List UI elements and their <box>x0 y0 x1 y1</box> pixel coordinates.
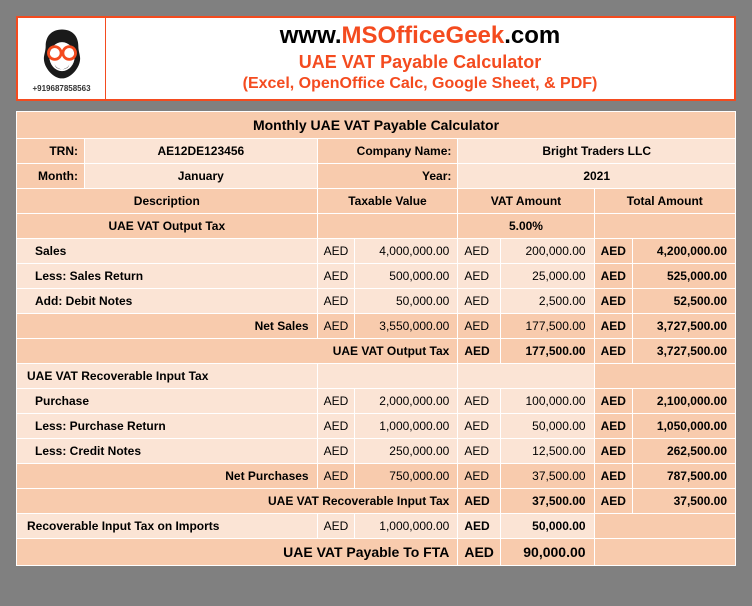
row-imports: Recoverable Input Tax on Imports AED1,00… <box>17 514 736 539</box>
row-output-tax-total: UAE VAT Output Tax AED177,500.00 AED3,72… <box>17 339 736 364</box>
header-text: www.MSOfficeGeek.com UAE VAT Payable Cal… <box>106 18 734 99</box>
table-title: Monthly UAE VAT Payable Calculator <box>17 112 736 139</box>
col-total: Total Amount <box>594 189 735 214</box>
month-label: Month: <box>17 164 85 189</box>
row-purchase: Purchase AED2,000,000.00 AED100,000.00 A… <box>17 389 736 414</box>
row-sales: Sales AED4,000,000.00 AED200,000.00 AED4… <box>17 239 736 264</box>
col-taxable: Taxable Value <box>317 189 458 214</box>
url-suffix: .com <box>504 22 560 49</box>
document-frame: +919687858563 www.MSOfficeGeek.com UAE V… <box>10 10 742 572</box>
col-vat: VAT Amount <box>458 189 594 214</box>
trn-value: AE12DE123456 <box>85 139 318 164</box>
year-label: Year: <box>317 164 458 189</box>
row-input-tax-total: UAE VAT Recoverable Input Tax AED37,500.… <box>17 489 736 514</box>
row-sales-return: Less: Sales Return AED500,000.00 AED25,0… <box>17 264 736 289</box>
url-prefix: www. <box>280 22 342 49</box>
vat-rate: 5.00% <box>458 214 594 239</box>
row-net-purchases: Net Purchases AED750,000.00 AED37,500.00… <box>17 464 736 489</box>
calculator-table: Monthly UAE VAT Payable Calculator TRN: … <box>16 111 736 566</box>
site-url: www.MSOfficeGeek.com <box>106 22 734 50</box>
month-value: January <box>85 164 318 189</box>
row-debit-notes: Add: Debit Notes AED50,000.00 AED2,500.0… <box>17 289 736 314</box>
url-main: MSOfficeGeek <box>342 22 505 49</box>
row-net-sales: Net Sales AED3,550,000.00 AED177,500.00 … <box>17 314 736 339</box>
col-description: Description <box>17 189 318 214</box>
year-value: 2021 <box>458 164 736 189</box>
company-value: Bright Traders LLC <box>458 139 736 164</box>
doc-subtitle: (Excel, OpenOffice Calc, Google Sheet, &… <box>106 75 734 93</box>
trn-label: TRN: <box>17 139 85 164</box>
row-credit-notes: Less: Credit Notes AED250,000.00 AED12,5… <box>17 439 736 464</box>
row-final-payable: UAE VAT Payable To FTA AED 90,000.00 <box>17 539 736 566</box>
row-purchase-return: Less: Purchase Return AED1,000,000.00 AE… <box>17 414 736 439</box>
phone-number: +919687858563 <box>32 84 90 93</box>
output-tax-header-row: UAE VAT Output Tax 5.00% <box>17 214 736 239</box>
output-tax-label: UAE VAT Output Tax <box>17 214 318 239</box>
header-box: +919687858563 www.MSOfficeGeek.com UAE V… <box>16 16 736 101</box>
company-label: Company Name: <box>317 139 458 164</box>
doc-title: UAE VAT Payable Calculator <box>106 52 734 73</box>
logo-cell: +919687858563 <box>18 18 106 99</box>
geek-logo-icon <box>33 24 91 82</box>
input-tax-header-row: UAE VAT Recoverable Input Tax <box>17 364 736 389</box>
